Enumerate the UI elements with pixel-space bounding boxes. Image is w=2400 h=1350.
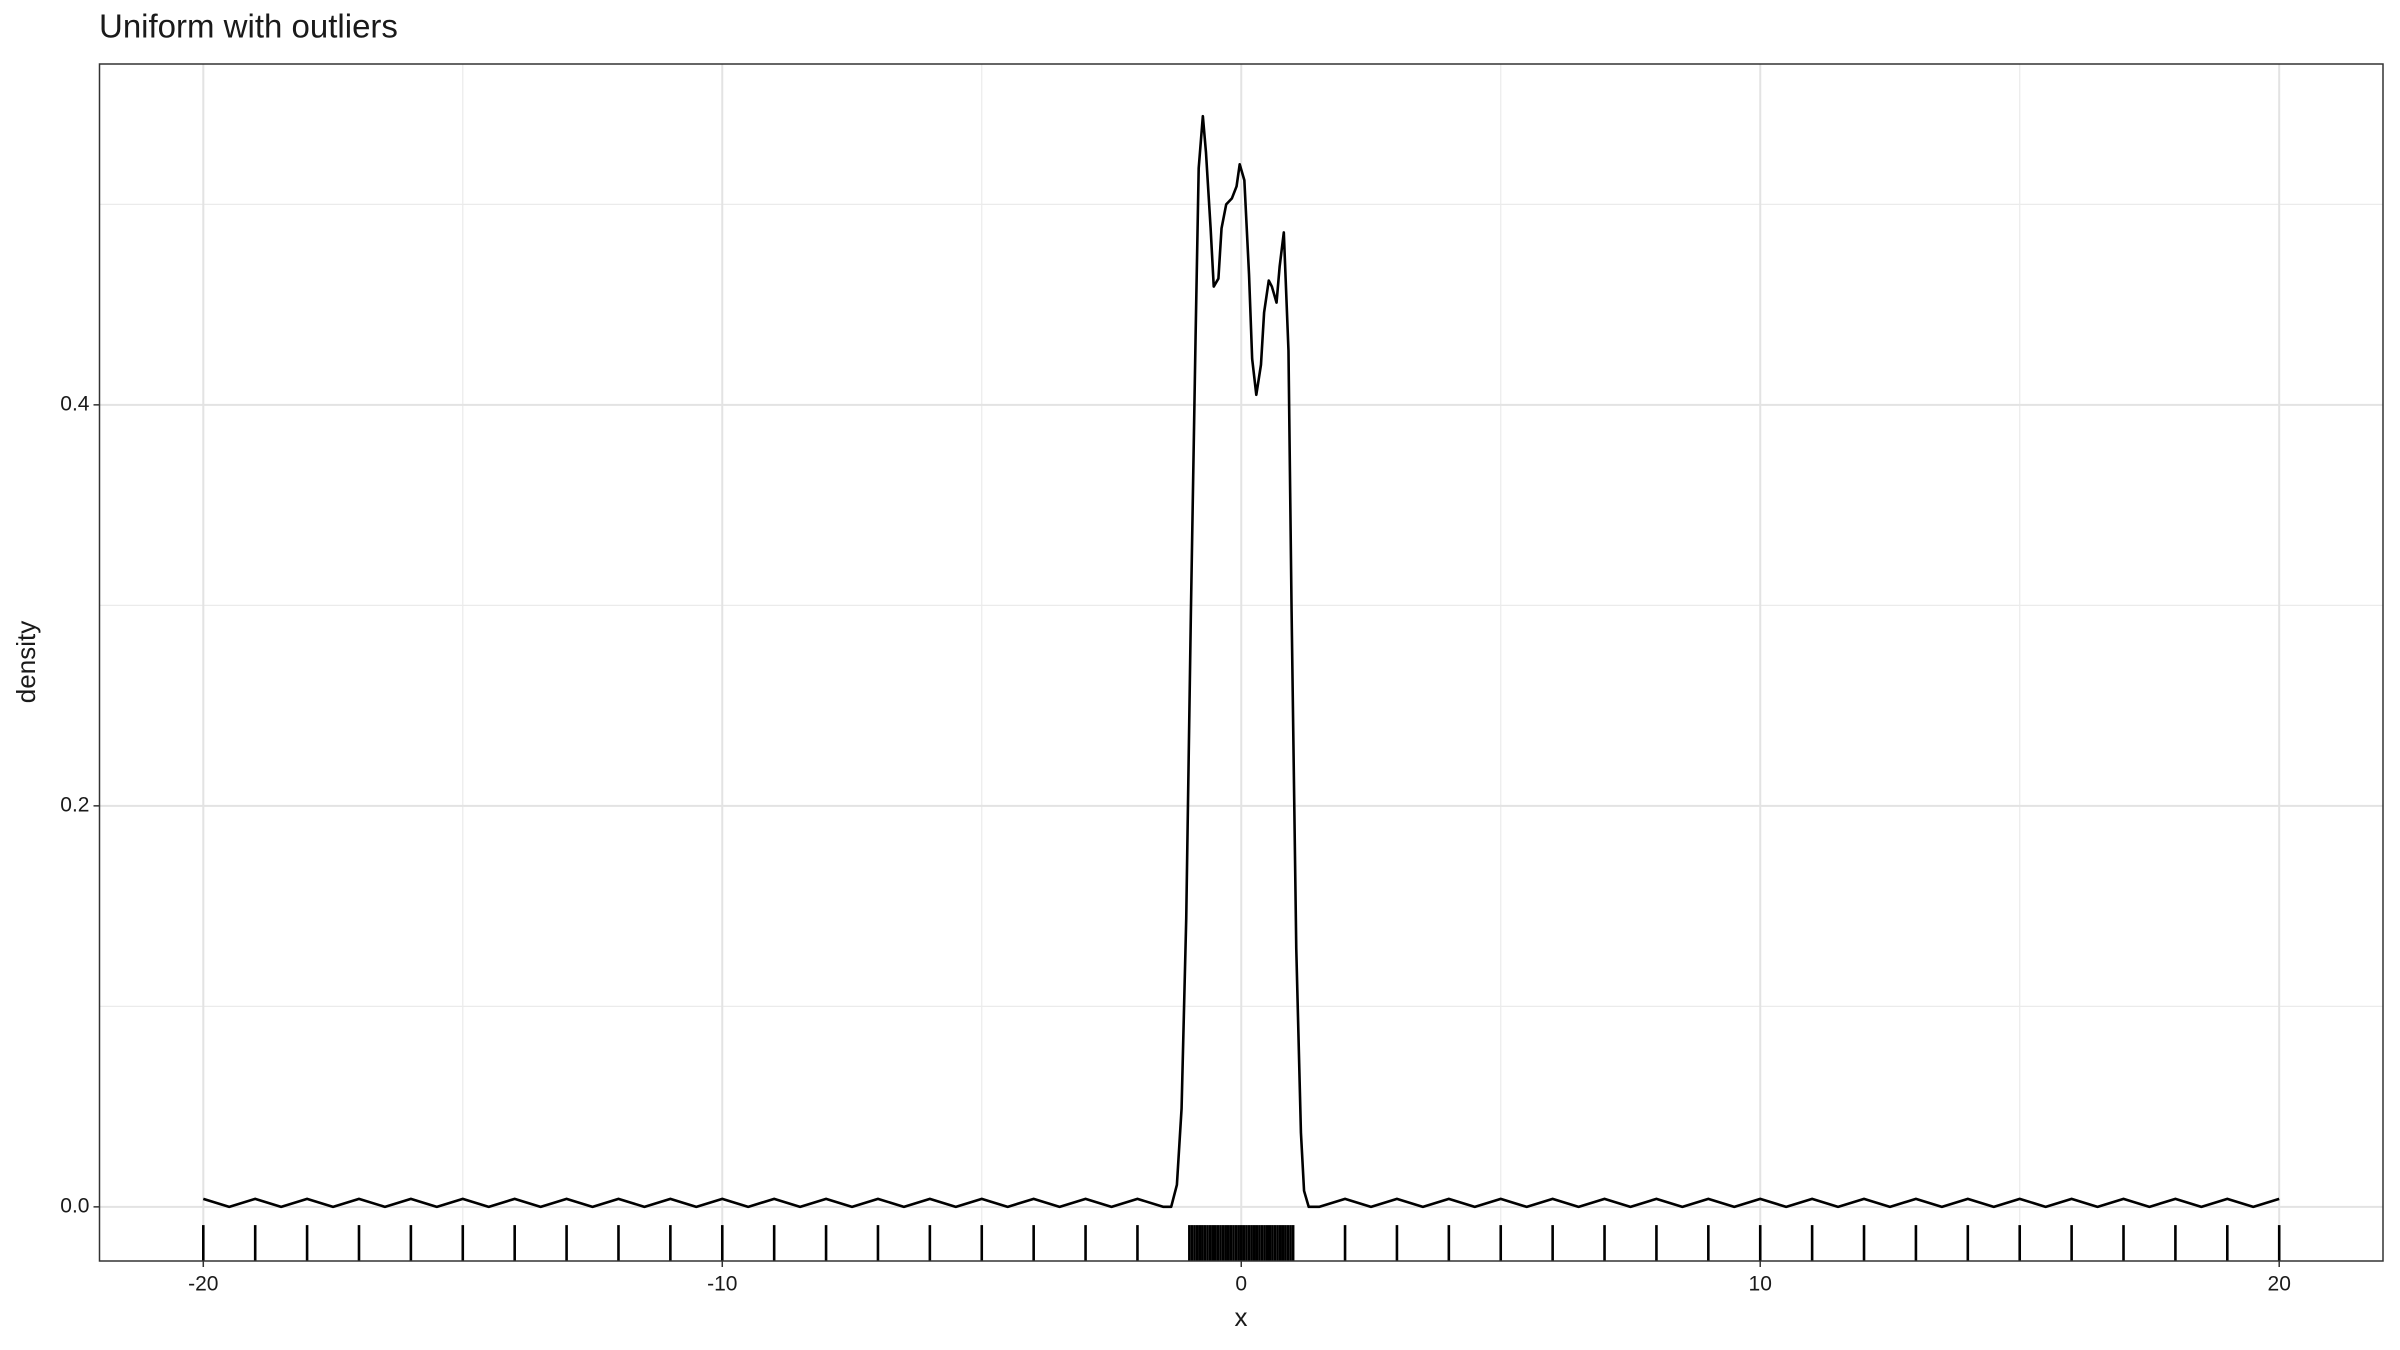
x-tick-label: 10 [1749, 1273, 1772, 1296]
x-tick-label: -20 [188, 1273, 218, 1296]
x-axis-title: x [1235, 1302, 1248, 1332]
density-line [202, 114, 2280, 1209]
y-tick-label: 0.4 [60, 392, 90, 415]
y-tick-label: 0.2 [60, 793, 89, 816]
x-tick-label: 20 [2268, 1273, 2291, 1296]
y-tick-label: 0.0 [60, 1194, 89, 1217]
panel-border [98, 63, 2384, 1262]
y-axis-title: density [11, 621, 41, 703]
x-tick-label: -10 [707, 1273, 737, 1296]
chart-title: Uniform with outliers [99, 8, 398, 45]
x-tick-label: 0 [1235, 1273, 1247, 1296]
